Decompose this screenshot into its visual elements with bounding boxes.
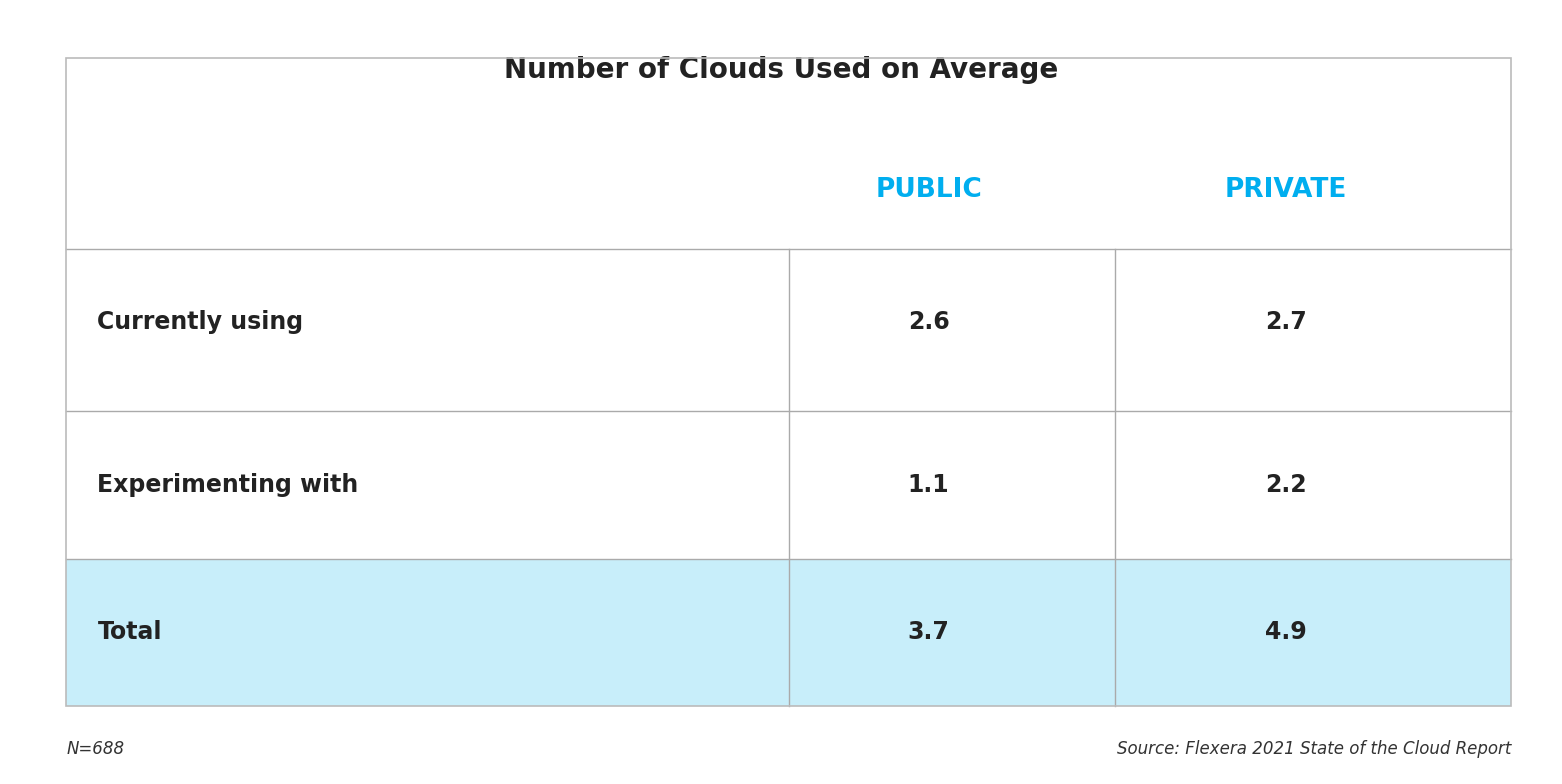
Text: 2.7: 2.7: [1265, 310, 1307, 334]
Text: Source: Flexera 2021 State of the Cloud Report: Source: Flexera 2021 State of the Cloud …: [1117, 740, 1510, 758]
Text: Currently using: Currently using: [97, 310, 303, 334]
Text: 3.7: 3.7: [908, 620, 950, 644]
Text: Number of Clouds Used on Average: Number of Clouds Used on Average: [505, 56, 1057, 84]
Text: N=688: N=688: [66, 740, 125, 758]
Text: 1.1: 1.1: [908, 473, 950, 497]
Text: 2.2: 2.2: [1265, 473, 1307, 497]
Text: Total: Total: [97, 620, 162, 644]
Text: PRIVATE: PRIVATE: [1225, 177, 1346, 203]
Text: Experimenting with: Experimenting with: [97, 473, 359, 497]
Text: 4.9: 4.9: [1265, 620, 1307, 644]
Text: PUBLIC: PUBLIC: [875, 177, 982, 203]
Text: 2.6: 2.6: [908, 310, 950, 334]
FancyBboxPatch shape: [66, 559, 1510, 706]
